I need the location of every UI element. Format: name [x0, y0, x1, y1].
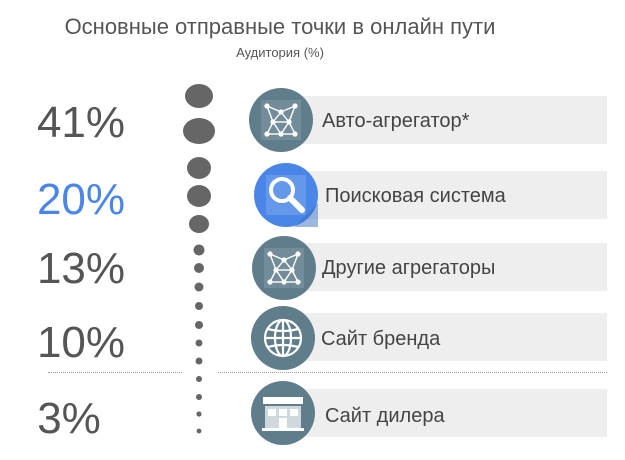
trail-dot — [195, 302, 203, 310]
separator-left — [48, 372, 182, 373]
bar-brand-site — [280, 313, 607, 361]
category-label-brand-site: Сайт бренда — [321, 328, 441, 350]
category-label-search-engine: Поисковая система — [325, 185, 506, 207]
globe-icon — [251, 306, 315, 370]
bar-auto-aggregator — [280, 96, 607, 144]
network-icon — [252, 236, 316, 300]
chart-subtitle: Аудитория (%) — [236, 45, 324, 60]
trail-dot — [187, 185, 211, 207]
category-label-other-aggregators: Другие агрегаторы — [322, 257, 496, 279]
value-label-search-engine: 20% — [36, 175, 126, 224]
trail-dot — [196, 394, 202, 400]
separator-right — [218, 372, 607, 373]
store-icon — [251, 381, 315, 445]
trail-dot — [196, 428, 202, 434]
value-label-other-aggregators: 13% — [36, 244, 126, 293]
search-icon — [254, 163, 318, 227]
trail-dot — [194, 282, 204, 292]
category-label-dealer-site: Сайт дилера — [325, 405, 445, 427]
trail-dot — [185, 84, 213, 108]
trail-dot — [195, 357, 203, 365]
trail-dot — [187, 157, 211, 179]
value-label-auto-aggregator: 41% — [36, 98, 126, 147]
bar-other-aggregators — [280, 243, 607, 291]
trail-dot — [196, 376, 202, 382]
trail-dot — [195, 339, 203, 347]
bar-search-engine — [280, 171, 607, 219]
value-label-dealer-site: 3% — [37, 394, 101, 443]
trail-dot — [183, 118, 215, 144]
trail-dot — [189, 215, 209, 233]
trail-dot — [193, 244, 205, 256]
value-label-brand-site: 10% — [36, 318, 126, 367]
trail-dot — [194, 263, 204, 273]
network-icon — [249, 88, 313, 152]
trail-dot — [195, 321, 203, 329]
chart-title: Основные отправные точки в онлайн пути — [64, 14, 496, 39]
category-label-auto-aggregator: Авто-агрегатор* — [322, 110, 470, 132]
trail-dot — [196, 411, 202, 417]
bar-dealer-site — [280, 389, 607, 437]
